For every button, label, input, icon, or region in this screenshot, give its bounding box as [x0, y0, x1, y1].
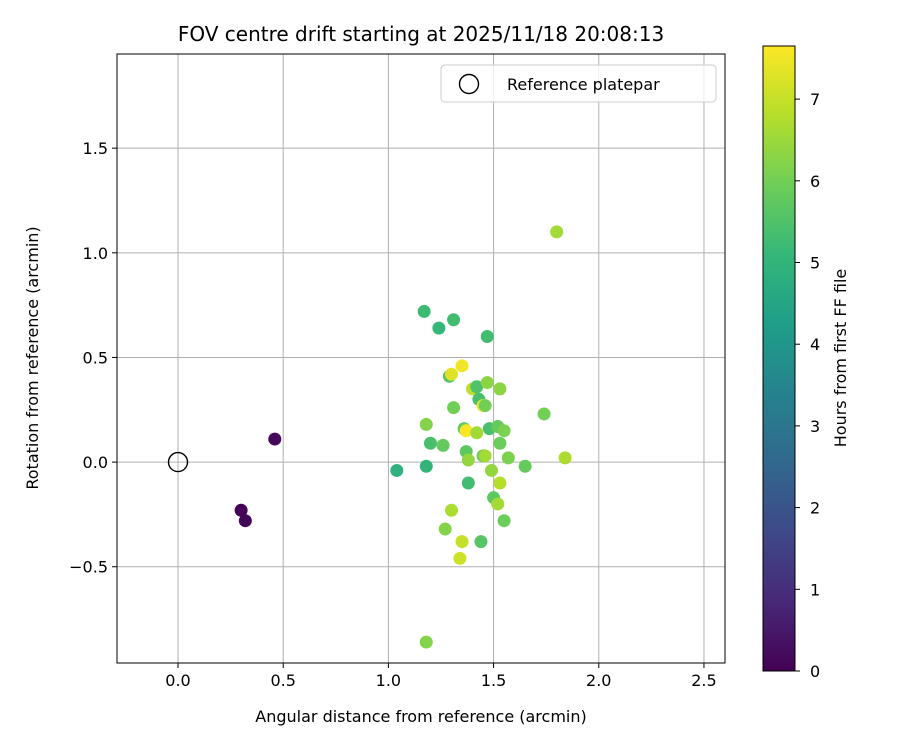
- scatter-point: [478, 449, 492, 463]
- scatter-point: [438, 522, 452, 536]
- scatter-point: [497, 514, 511, 528]
- x-tick-label: 2.0: [586, 671, 611, 690]
- colorbar-ticks: 0 1 2 3 4 5 6 7: [795, 90, 820, 681]
- legend: Reference platepar: [440, 64, 717, 103]
- colorbar-tick-label: 7: [810, 90, 820, 109]
- colorbar-label: Hours from first FF file: [831, 269, 850, 448]
- legend-reference-marker: [458, 73, 480, 95]
- scatter-point: [419, 417, 433, 431]
- colorbar: 0 1 2 3 4 5 6 7 Hours from first FF file: [762, 45, 850, 681]
- colorbar-tick-label: 6: [810, 172, 820, 191]
- scatter-point: [470, 380, 484, 394]
- scatter-point: [501, 451, 515, 465]
- scatter-point: [478, 399, 492, 413]
- scatter-point: [461, 476, 475, 490]
- scatter-point: [550, 225, 564, 239]
- scatter-point: [558, 451, 572, 465]
- colorbar-gradient: [763, 46, 795, 671]
- scatter-point: [537, 407, 551, 421]
- scatter-point: [493, 476, 507, 490]
- x-tick-label: 0.5: [270, 671, 295, 690]
- grid-lines: [117, 54, 725, 663]
- scatter-point: [497, 424, 511, 438]
- scatter-point: [445, 367, 459, 381]
- colorbar-tick-label: 4: [810, 335, 820, 354]
- x-tick-label: 0.0: [165, 671, 190, 690]
- colorbar-tick-label: 5: [810, 254, 820, 273]
- y-tick-label: 1.0: [83, 244, 108, 263]
- colorbar-tick-label: 3: [810, 417, 820, 436]
- scatter-point: [390, 463, 404, 477]
- scatter-point: [459, 424, 473, 438]
- legend-label: Reference platepar: [507, 75, 660, 94]
- scatter-point: [447, 313, 461, 327]
- scatter-point: [461, 453, 475, 467]
- y-axis-ticks: −0.5 0.0 0.5 1.0 1.5: [69, 139, 117, 577]
- scatter-point: [268, 432, 282, 446]
- scatter-point: [518, 459, 532, 473]
- colorbar-tick-label: 2: [810, 499, 820, 518]
- colorbar-frame: [762, 45, 796, 672]
- legend-box: [440, 64, 717, 103]
- y-tick-label: 1.5: [83, 139, 108, 158]
- plot-area: [117, 54, 725, 663]
- reference-layer: [167, 451, 189, 473]
- scatter-point: [493, 436, 507, 450]
- y-tick-label: −0.5: [69, 558, 108, 577]
- scatter-point: [493, 382, 507, 396]
- scatter-point: [423, 436, 437, 450]
- scatter-point: [436, 438, 450, 452]
- colorbar-tick-label: 1: [810, 580, 820, 599]
- scatter-point: [238, 514, 252, 528]
- scatter-point: [455, 535, 469, 549]
- scatter-point: [484, 463, 498, 477]
- scatter-point: [453, 551, 467, 565]
- scatter-point: [455, 359, 469, 373]
- axes-frame: [116, 53, 726, 664]
- scatter-point: [480, 376, 494, 390]
- y-tick-label: 0.0: [83, 453, 108, 472]
- x-tick-label: 1.5: [481, 671, 506, 690]
- y-tick-label: 0.5: [83, 348, 108, 367]
- scatter-point: [480, 330, 494, 344]
- scatter-point: [234, 503, 248, 517]
- reference-platepar-marker: [167, 451, 189, 473]
- colorbar-tick-label: 0: [810, 662, 820, 681]
- y-axis-label: Rotation from reference (arcmin): [23, 226, 42, 489]
- scatter-point: [419, 459, 433, 473]
- x-axis-ticks: 0.0 0.5 1.0 1.5 2.0 2.5: [165, 663, 717, 690]
- x-tick-label: 2.5: [691, 671, 716, 690]
- scatter-point: [432, 321, 446, 335]
- scatter-point: [419, 635, 433, 649]
- scatter-point: [417, 304, 431, 318]
- chart-title: FOV centre drift starting at 2025/11/18 …: [178, 22, 664, 46]
- scatter-points: [234, 225, 572, 649]
- scatter-point: [470, 426, 484, 440]
- scatter-point: [445, 503, 459, 517]
- scatter-point: [474, 535, 488, 549]
- scatter-point: [447, 401, 461, 415]
- x-tick-label: 1.0: [376, 671, 401, 690]
- x-axis-label: Angular distance from reference (arcmin): [255, 707, 586, 726]
- scatter-point: [491, 497, 505, 511]
